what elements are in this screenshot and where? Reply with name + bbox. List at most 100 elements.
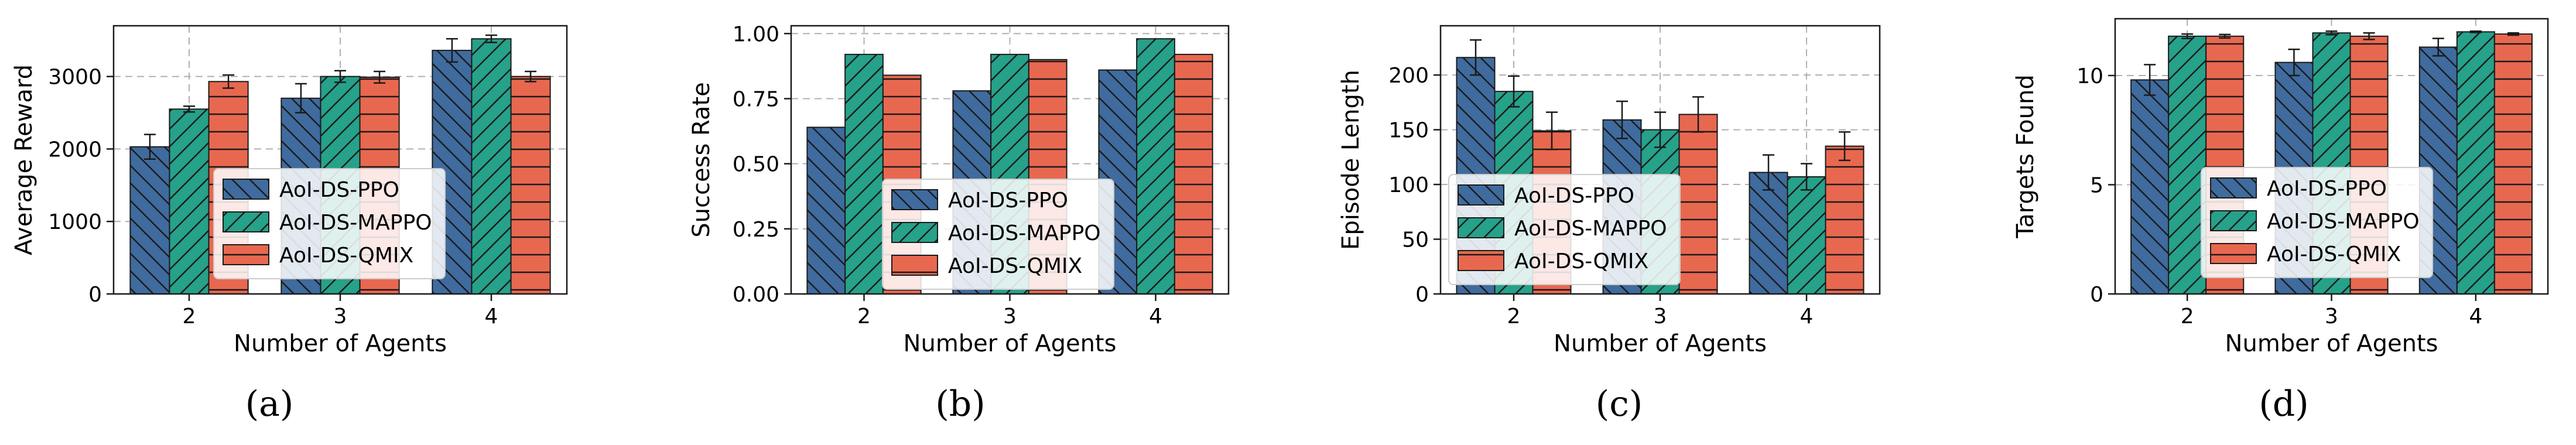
legend-label: AoI-DS-MAPPO [948,221,1101,245]
x-axis-label: Number of Agents [904,330,1117,357]
legend-swatch [2210,243,2257,264]
error-bar [183,105,195,113]
error-bar [1546,111,1558,150]
chart-panel-2: 0.00 0.25 0.50 0.75 1.00 2 3 4 Number of Agents S… [688,22,1230,425]
error-bar [525,70,537,83]
error-bar [1508,75,1520,108]
x-tick-label: 4 [2469,304,2482,328]
legend: AoI-DS-PPO AoI-DS-MAPPO AoI-DS-QMIX [1448,174,1681,285]
x-tick-label: 2 [1507,304,1521,328]
legend-label: AoI-DS-PPO [1514,184,1634,208]
legend-swatch [1458,250,1504,271]
bar-AoI-DS-QMIX-4 [2493,33,2533,295]
x-axis-label: Number of Agents [1554,330,1767,357]
legend-swatch [891,255,938,276]
bar-AoI-DS-MAPPO-4 [1136,38,1175,295]
y-tick-label: 0.00 [733,283,779,307]
legend-swatch [1458,217,1504,238]
legend: AoI-DS-PPO AoI-DS-MAPPO AoI-DS-QMIX [213,168,446,279]
y-tick-label: 0.25 [733,218,779,242]
y-tick-label: 0 [88,283,102,307]
y-tick-label: 1000 [48,210,102,234]
legend-label: AoI-DS-PPO [2267,177,2387,201]
error-bar [2469,30,2482,33]
legend: AoI-DS-PPO AoI-DS-MAPPO AoI-DS-QMIX [2201,167,2433,278]
y-tick-label: 0 [1415,283,1429,307]
chart-panel-1: 0 1000 2000 3000 2 3 4 Number of Agents Average … [11,25,568,425]
y-tick-label: 50 [1402,228,1429,252]
error-bar [2181,33,2194,39]
x-tick-label: 3 [334,304,347,328]
bar-AoI-DS-QMIX-3 [1678,114,1718,295]
legend-swatch [223,211,269,232]
legend-swatch [2210,210,2257,231]
x-tick-label: 2 [183,304,196,328]
panel-label: (b) [935,384,985,425]
error-bar [2507,32,2519,36]
bar-AoI-DS-MAPPO-4 [1787,176,1826,295]
x-tick-label: 4 [1149,304,1162,328]
error-bar [374,70,386,84]
error-bar [143,134,156,160]
bar-AoI-DS-PPO-2 [129,146,170,295]
error-bar [1839,131,1850,162]
y-tick-label: 150 [1388,119,1429,143]
legend-swatch [891,189,938,210]
panel-label: (a) [245,384,294,425]
error-bar [2432,37,2444,57]
y-tick-label: 0 [2090,283,2103,307]
legend-swatch [2210,177,2257,198]
legend-label: AoI-DS-QMIX [948,254,1082,278]
chart-panel-4: 0 5 10 2 3 4 Number of Agents Targets Found AoI-… [2012,18,2549,425]
error-bar [1692,96,1704,133]
x-tick-label: 3 [1003,304,1017,328]
legend-label: AoI-DS-PPO [948,189,1068,213]
chart-panel-3: 0 50 100 150 200 2 3 4 Number of Agents Episode L… [1337,25,1881,425]
bar-AoI-DS-MAPPO-2 [844,53,884,295]
error-bar [295,83,307,114]
x-tick-label: 4 [485,304,498,328]
y-tick-label: 5 [2090,173,2103,197]
x-tick-label: 3 [1654,304,1667,328]
legend-swatch [223,179,269,200]
y-tick-label: 0.50 [733,153,779,177]
legend: AoI-DS-PPO AoI-DS-MAPPO AoI-DS-QMIX [882,179,1114,290]
bar-AoI-DS-MAPPO-2 [169,108,210,295]
error-bar [2288,48,2300,77]
error-bar [1654,111,1666,148]
error-bar [334,70,346,83]
bar-AoI-DS-PPO-2 [806,126,846,295]
bar-AoI-DS-MAPPO-4 [2456,31,2495,295]
x-tick-label: 2 [2181,304,2194,328]
legend-label: AoI-DS-QMIX [1514,249,1648,273]
x-axis-label: Number of Agents [234,330,447,357]
legend-label: AoI-DS-QMIX [2267,242,2401,266]
y-tick-label: 200 [1388,64,1429,88]
x-tick-label: 2 [857,304,871,328]
error-bar [1616,100,1628,139]
bar-AoI-DS-QMIX-4 [1825,145,1865,295]
y-axis-label: Average Reward [11,64,37,255]
y-tick-label: 100 [1388,173,1429,197]
x-tick-label: 4 [1800,304,1814,328]
error-bar [1470,39,1482,76]
error-bar [446,38,458,63]
x-tick-label: 3 [2325,304,2338,328]
bar-AoI-DS-MAPPO-4 [471,38,512,295]
legend-label: AoI-DS-MAPPO [279,211,432,235]
y-tick-label: 2000 [48,138,102,162]
legend-label: AoI-DS-QMIX [279,244,413,268]
error-bar [2325,30,2338,36]
bar-AoI-DS-MAPPO-2 [2168,35,2207,295]
y-axis-label: Episode Length [1337,70,1364,250]
bar-AoI-DS-QMIX-4 [1174,53,1213,295]
error-bar [1801,163,1812,191]
y-tick-label: 10 [2076,64,2103,88]
y-axis-label: Targets Found [2012,74,2039,238]
x-axis-label: Number of Agents [2225,330,2438,357]
legend-label: AoI-DS-PPO [279,178,399,202]
legend-label: AoI-DS-MAPPO [2267,210,2420,234]
error-bar [2363,32,2375,40]
